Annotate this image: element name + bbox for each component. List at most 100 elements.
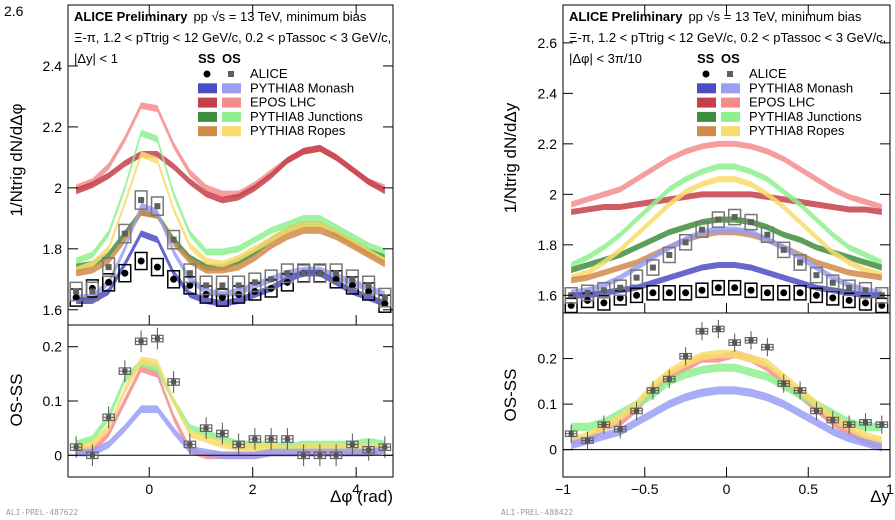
- left-ratio-alice-point: [252, 436, 258, 442]
- left-y-top-partial: 2.6: [4, 3, 24, 19]
- left-alice-ss-point: [170, 275, 178, 283]
- right-ratio-alice-point: [699, 328, 705, 334]
- right-alice-ss-point: [600, 299, 608, 307]
- right-ratio-alice-point: [650, 387, 656, 393]
- left-ratio-alice-point: [73, 444, 79, 450]
- left-alice-ss-syst-box: [215, 288, 229, 307]
- left-alice-os-point: [105, 264, 112, 271]
- right-alice-os-point: [633, 274, 640, 281]
- right-alice-ss-syst-box: [809, 287, 824, 304]
- left-alice-ss-point: [186, 281, 194, 289]
- right-ratio-alice-point: [748, 337, 754, 343]
- left-ratio-alice-point: [333, 452, 339, 458]
- left-ratio-alice-point: [187, 441, 193, 447]
- right-ytick-label: 2.2: [538, 136, 558, 152]
- right-alice-os-syst-box: [826, 274, 840, 292]
- right-ratio-alice-point: [781, 381, 787, 387]
- right-epos-ss-band: [571, 191, 882, 216]
- right-alice-ss-syst-box: [678, 284, 693, 301]
- right-xtick-label: −1: [555, 481, 571, 497]
- right-alice-ss-point: [633, 291, 641, 299]
- left-alice-os-syst-box: [215, 275, 229, 296]
- right-alice-os-point: [600, 287, 607, 294]
- left-ytick-label: 2: [54, 180, 62, 196]
- right-legend-label: ALICE: [749, 66, 787, 81]
- right-alice-os-syst-box: [646, 259, 660, 276]
- right-alice-ss-syst-box: [760, 284, 775, 301]
- right-legend-col-ss: SS: [697, 51, 715, 66]
- left-alice-os-point: [316, 270, 323, 277]
- right-alice-ss-syst-box: [875, 297, 889, 313]
- left-xtick-label: 0: [145, 481, 153, 497]
- left-ratio-ytick-label: 0: [54, 447, 62, 463]
- right-alice-os-point: [617, 284, 624, 291]
- left-ratio-alice-point: [366, 447, 372, 453]
- left-alice-ss-syst-box: [118, 263, 132, 283]
- left-alice-os-syst-box: [167, 229, 181, 250]
- right-alice-os-point: [731, 214, 738, 221]
- left-ratio-alice-point: [268, 436, 274, 442]
- left-alice-os-point: [203, 282, 210, 289]
- left-legend-os-swatch: [222, 111, 241, 122]
- left-alice-os-point: [365, 282, 372, 289]
- left-alice-ss-syst-box: [102, 273, 116, 292]
- right-ratio-ytick-label: 0.2: [538, 351, 558, 367]
- left-ratio-ytick-label: 0.1: [43, 393, 63, 409]
- left-ratio-alice-point: [171, 379, 177, 385]
- left-alice-os-syst-box: [297, 263, 311, 284]
- right-alice-os-syst-box: [580, 284, 595, 302]
- left-ratio-alice-point: [122, 368, 128, 374]
- right-legend-os-swatch: [721, 126, 740, 137]
- right-legend-ss-swatch: [697, 97, 716, 108]
- left-alice-os-syst-box: [150, 196, 164, 217]
- right-alice-os-syst-box: [777, 241, 791, 259]
- right-header-cut: |Δφ| < 3π/10: [569, 51, 642, 66]
- left-alice-ss-point: [348, 281, 356, 289]
- left-alice-os-syst-box: [102, 257, 116, 277]
- right-alice-ss-point: [763, 289, 771, 297]
- right-alice-os-syst-box: [597, 281, 611, 299]
- left-ratio-alice-point: [349, 441, 355, 447]
- left-ratio-alice-point: [317, 452, 323, 458]
- right-alice-os-syst-box: [613, 279, 627, 297]
- right-legend-alice-ss-marker: [702, 70, 710, 78]
- left-ylabel: 1/Ntrig dN/dΔφ: [7, 103, 26, 216]
- right-xtick-label: 0.5: [799, 481, 819, 497]
- left-alice-os-syst-box: [118, 223, 132, 244]
- right-alice-ss-syst-box: [728, 279, 742, 296]
- right-alice-ss-syst-box: [793, 284, 807, 301]
- right-xlabel: Δy: [870, 487, 890, 506]
- right-ratio-ytick-label: 0.1: [538, 396, 558, 412]
- left-alice-os-point: [73, 288, 80, 295]
- right-alice-os-syst-box: [662, 246, 676, 264]
- right-alice-ss-syst-box: [662, 284, 676, 301]
- right-alice-os-syst-box: [744, 213, 758, 231]
- right-alice-os-point: [682, 239, 689, 246]
- right-alice-ss-syst-box: [842, 292, 856, 309]
- left-legend-alice-os-marker: [228, 71, 234, 77]
- left-alice-os-syst-box: [313, 263, 327, 284]
- right-legend-os-swatch: [721, 83, 740, 94]
- left-legend-label: PYTHIA8 Monash: [250, 80, 354, 95]
- left-ylabel-ratio: OS-SS: [7, 374, 26, 427]
- left-alice-os-point: [349, 276, 356, 283]
- right-xtick-label: 1: [886, 481, 894, 497]
- right-alice-ss-syst-box: [646, 284, 660, 301]
- left-legend-ss-swatch: [198, 126, 217, 137]
- right-alice-ss-syst-box: [613, 290, 627, 306]
- right-alice-ss-syst-box: [695, 282, 709, 299]
- right-alice-ss-syst-box: [711, 279, 725, 296]
- left-alice-os-syst-box: [199, 275, 213, 296]
- right-ratio-alice-point: [797, 387, 803, 393]
- right-legend-label: PYTHIA8 Monash: [749, 80, 853, 95]
- right-xtick-label: 0: [723, 481, 731, 497]
- left-ratio-alice-point: [138, 338, 144, 344]
- right-alice-os-syst-box: [793, 254, 807, 271]
- right-ratio-alice-point: [846, 422, 852, 428]
- right-alice-ss-point: [845, 296, 853, 304]
- left-alice-os-point: [170, 236, 177, 243]
- left-alice-ss-point: [365, 287, 373, 295]
- left-alice-ss-point: [153, 263, 161, 271]
- left-xtick-label: 2: [249, 481, 257, 497]
